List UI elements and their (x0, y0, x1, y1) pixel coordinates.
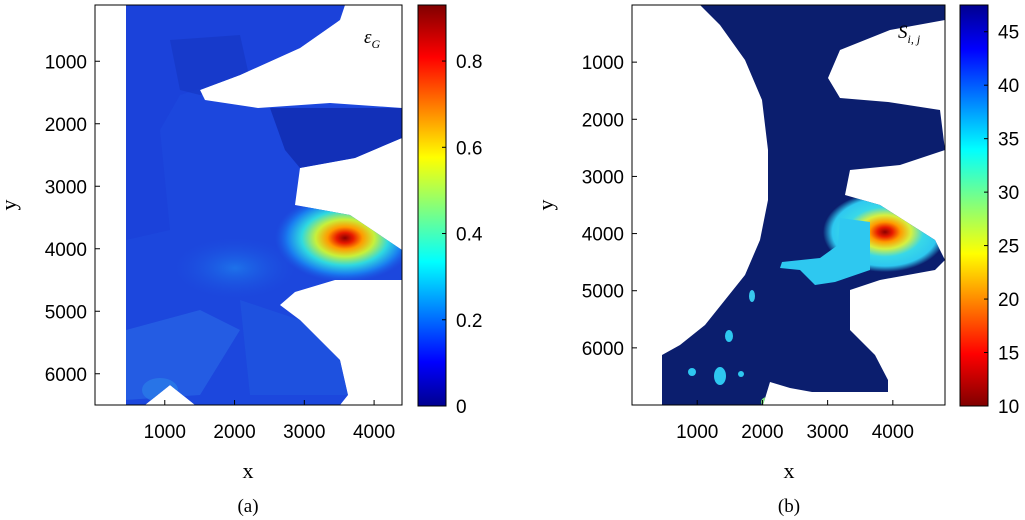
xlabel-b: x (784, 458, 795, 483)
x-tick-label: 2000 (213, 422, 255, 443)
y-tick-label: 2000 (582, 110, 624, 131)
colorbar-tick-label: 35 (998, 130, 1019, 151)
colorbar-tick-label: 20 (998, 290, 1019, 311)
colorbar-b (959, 4, 989, 407)
y-tick-label: 6000 (45, 365, 87, 386)
x-tick-label: 1000 (144, 422, 186, 443)
y-tick-label: 4000 (582, 225, 624, 246)
colorbar-tick-label: 30 (998, 183, 1019, 204)
panel-a: 1000 2000 3000 4000 1000 2000 3000 4000 5000 6000… (0, 4, 483, 517)
x-tick-label: 1000 (676, 422, 718, 443)
colorbar-tick-label: 15 (998, 344, 1019, 365)
colorbar-a (417, 4, 447, 407)
colorbar-tick-label: 45 (998, 23, 1019, 44)
ticks-a: 1000 2000 3000 4000 1000 2000 3000 4000 5000 6000 (45, 52, 396, 443)
y-tick-label: 5000 (582, 282, 624, 303)
colorbar-ticks-b: 10 15 20 25 30 35 40 45 (984, 23, 1019, 418)
annotation-b: Si, j (898, 22, 921, 46)
ticks-b: 1000 2000 3000 4000 1000 2000 3000 4000 5000 6000 (582, 53, 914, 443)
colorbar-tick-label: 25 (998, 237, 1019, 258)
axes-frame-a (94, 4, 403, 406)
y-tick-label: 4000 (45, 240, 87, 261)
x-tick-label: 4000 (353, 422, 395, 443)
ylabel-b: y (533, 200, 558, 211)
colorbar-tick-label: 0 (456, 397, 467, 418)
ylabel-a: y (0, 200, 21, 211)
colorbar-tick-label: 0.2 (456, 311, 482, 332)
x-tick-label: 4000 (872, 422, 914, 443)
y-tick-label: 6000 (582, 339, 624, 360)
colorbar-tick-label: 0.6 (456, 138, 482, 159)
colorbar-tick-label: 40 (998, 76, 1019, 97)
panel-b: 1000 2000 3000 4000 1000 2000 3000 4000 5000 6000… (533, 4, 1019, 517)
panel-label-b: (b) (778, 496, 800, 517)
panel-label-a: (a) (237, 496, 258, 517)
x-tick-label: 2000 (741, 422, 783, 443)
y-tick-label: 3000 (45, 177, 87, 198)
xlabel-a: x (243, 458, 254, 483)
colorbar-ticks-a: 0 0.2 0.4 0.6 0.8 (442, 52, 483, 418)
colorbar-tick-label: 10 (998, 397, 1019, 418)
axes-frame-b (631, 4, 946, 406)
y-tick-label: 5000 (45, 302, 87, 323)
x-tick-label: 3000 (283, 422, 325, 443)
colorbar-tick-label: 0.8 (456, 52, 482, 73)
y-tick-label: 1000 (45, 52, 87, 73)
colorbar-tick-label: 0.4 (456, 225, 483, 246)
x-tick-label: 3000 (806, 422, 848, 443)
y-tick-label: 1000 (582, 53, 624, 74)
y-tick-label: 3000 (582, 167, 624, 188)
y-tick-label: 2000 (45, 115, 87, 136)
annotation-a: εG (364, 27, 381, 51)
